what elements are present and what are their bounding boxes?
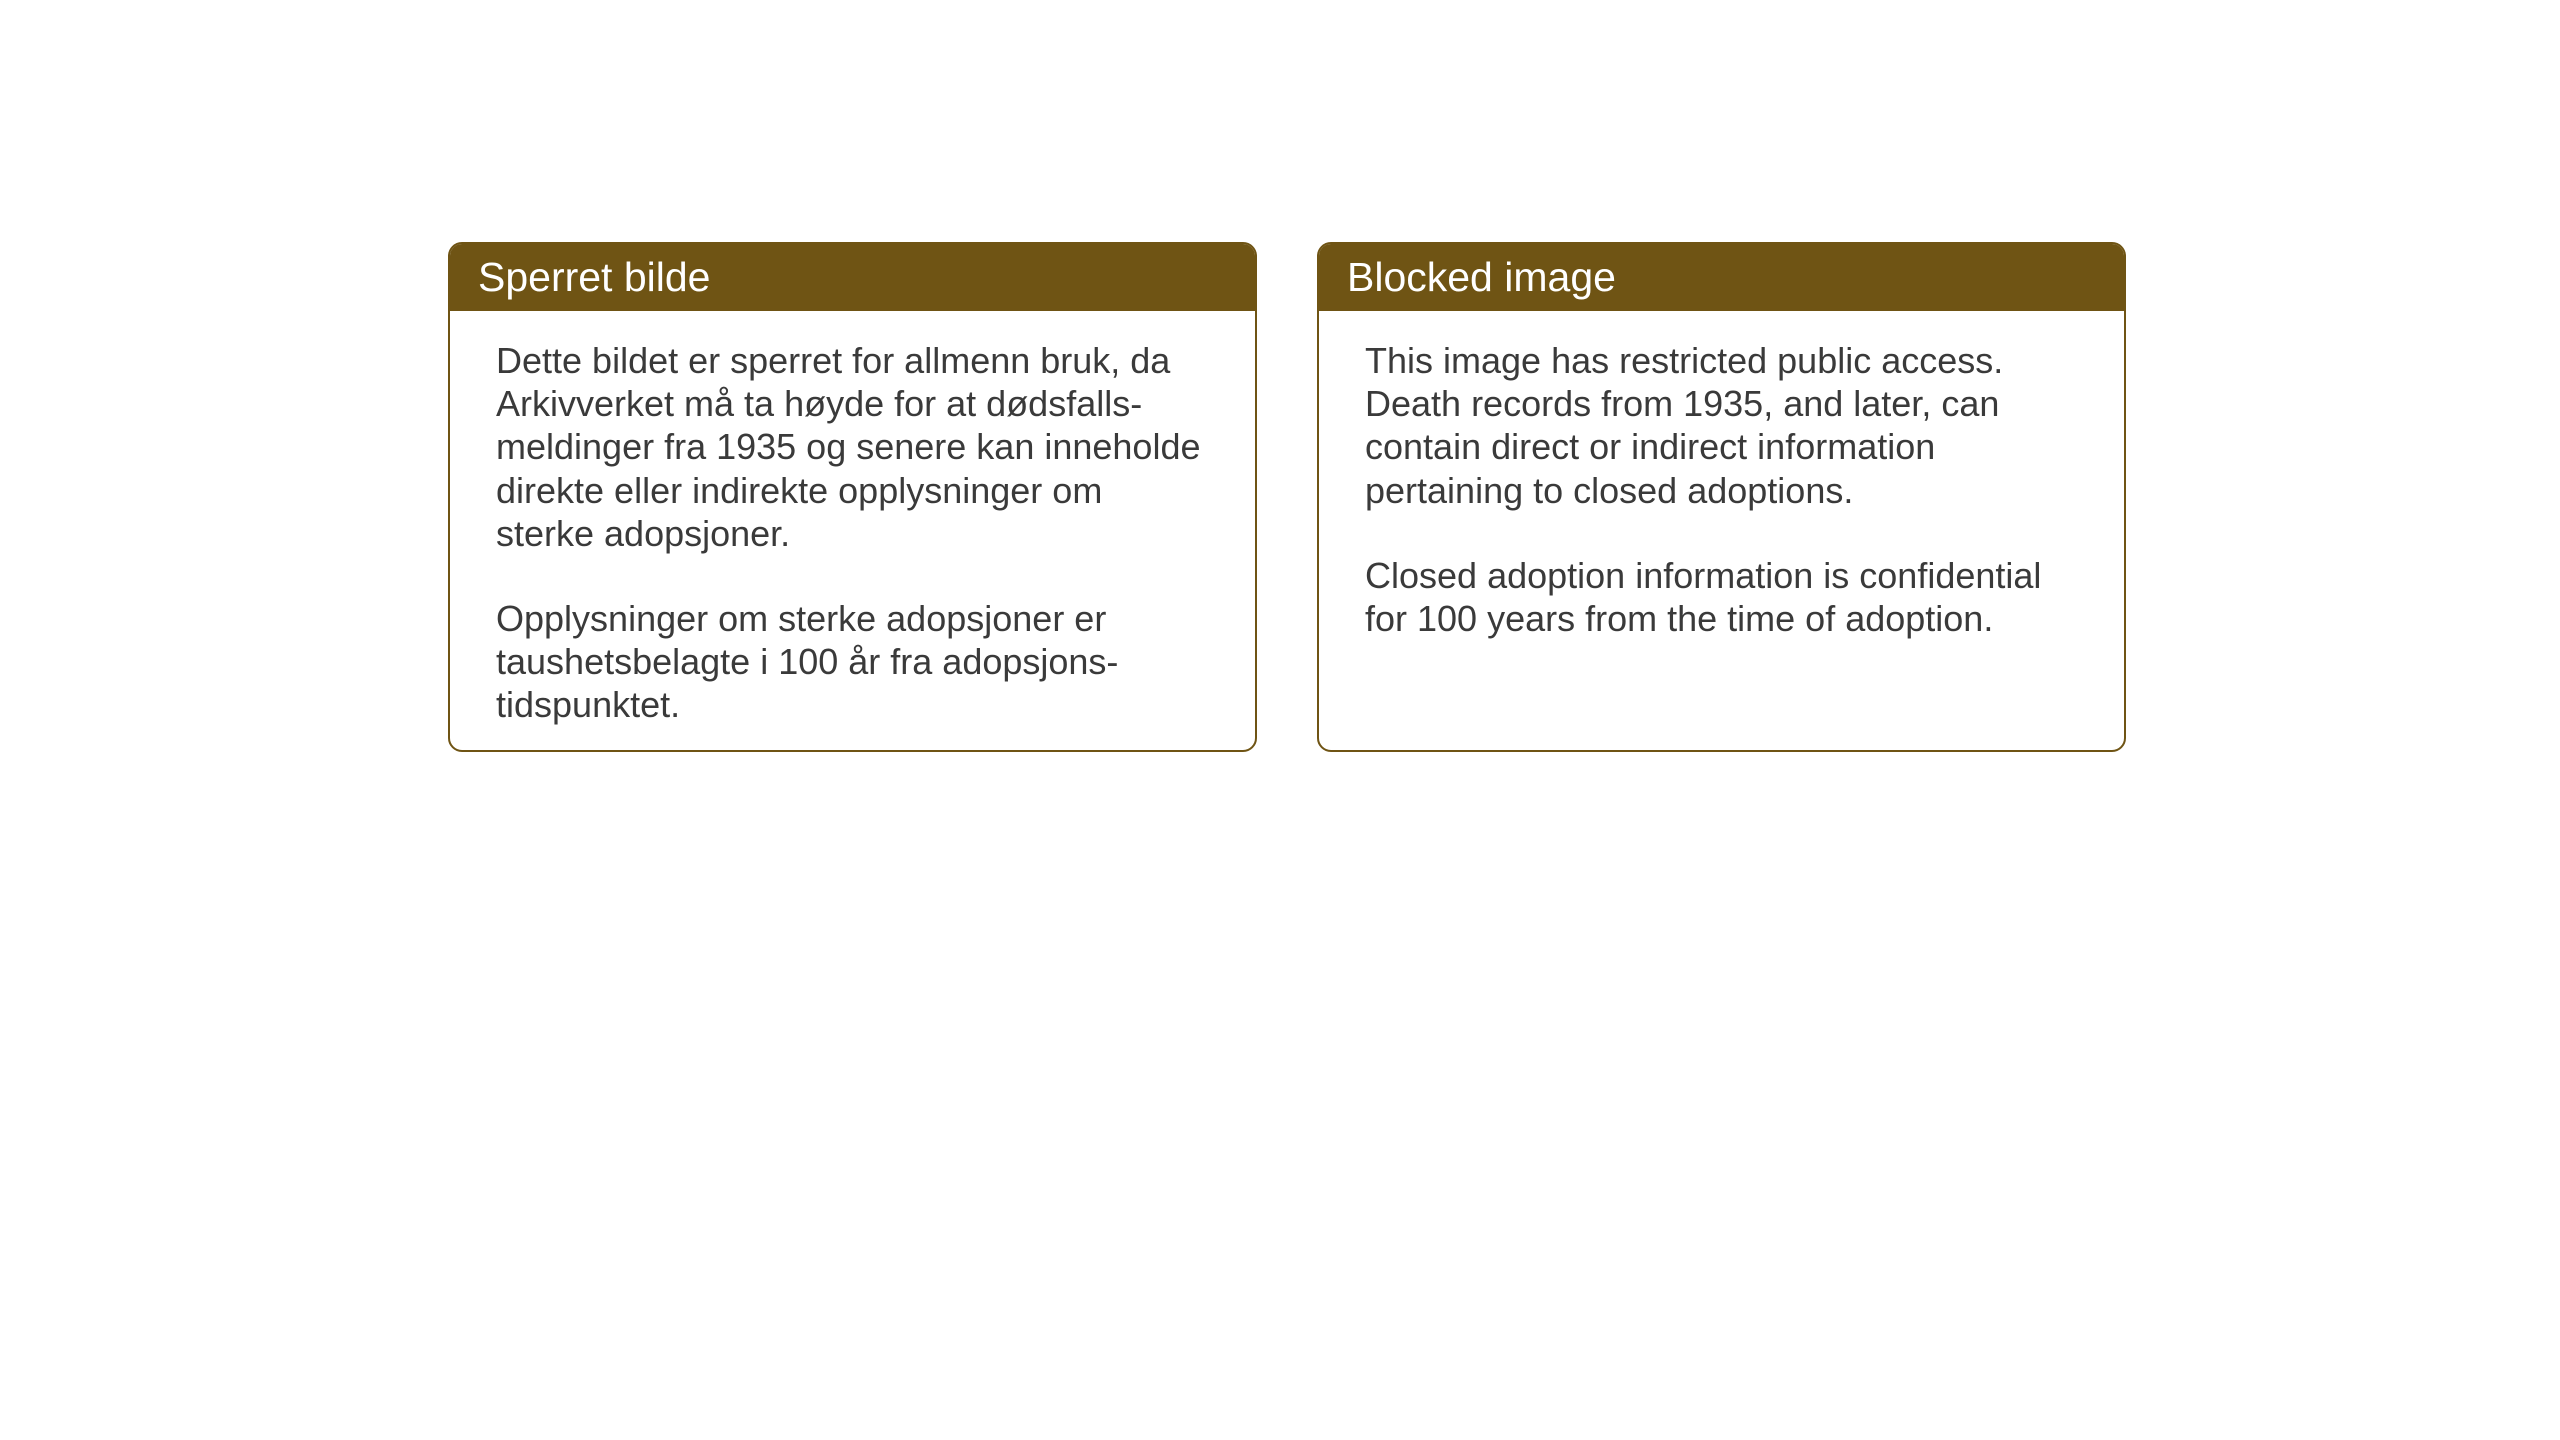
card-title-english: Blocked image: [1347, 254, 1616, 300]
notice-container: Sperret bilde Dette bildet er sperret fo…: [448, 242, 2126, 752]
card-body-norwegian: Dette bildet er sperret for allmenn bruk…: [450, 311, 1255, 752]
card-paragraph-2-english: Closed adoption information is confident…: [1365, 554, 2078, 640]
card-header-english: Blocked image: [1319, 244, 2124, 311]
card-header-norwegian: Sperret bilde: [450, 244, 1255, 311]
card-body-english: This image has restricted public access.…: [1319, 311, 2124, 668]
notice-card-english: Blocked image This image has restricted …: [1317, 242, 2126, 752]
notice-card-norwegian: Sperret bilde Dette bildet er sperret fo…: [448, 242, 1257, 752]
card-title-norwegian: Sperret bilde: [478, 254, 710, 300]
card-paragraph-1-norwegian: Dette bildet er sperret for allmenn bruk…: [496, 339, 1209, 555]
card-paragraph-1-english: This image has restricted public access.…: [1365, 339, 2078, 512]
card-paragraph-2-norwegian: Opplysninger om sterke adopsjoner er tau…: [496, 597, 1209, 727]
